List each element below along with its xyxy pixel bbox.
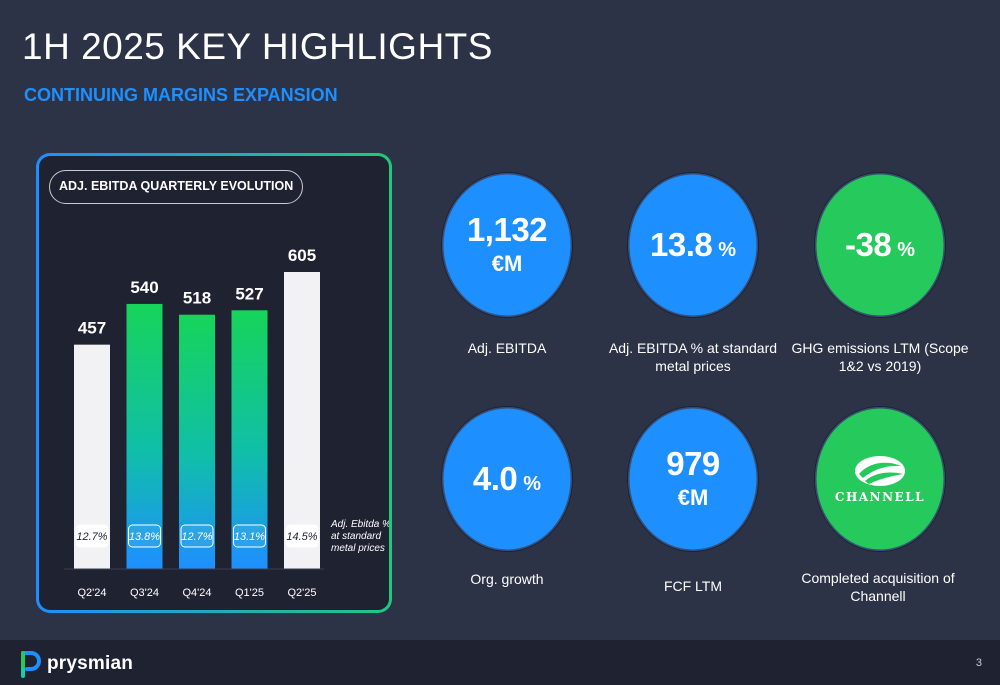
margin-label-2: 12.7%: [181, 531, 212, 543]
kpi-ebitda-margin-circle: 13.8%: [627, 172, 759, 318]
category-label-1: Q3'24: [130, 587, 159, 599]
slide-title: 1H 2025 KEY HIGHLIGHTS: [22, 26, 493, 67]
footer-bar: prysmian 3: [0, 640, 1000, 685]
ebitda-bar-chart: 457 12.7% Q2'24 540 13.8% Q3'24 518 12.7% Q4'24 5…: [64, 246, 324, 599]
kpi-adj-ebitda-value: 1,132: [466, 211, 548, 248]
slide-subtitle: CONTINUING MARGINS EXPANSION: [24, 85, 338, 105]
channell-mark-icon: [854, 456, 905, 486]
margin-pill-3: [233, 524, 266, 548]
kpi-ghg-circle: -38%: [814, 172, 946, 318]
margin-pill-4: [285, 524, 319, 548]
margin-label-4: 14.5%: [286, 531, 317, 543]
kpi-adj-ebitda-label: Adj. EBITDA: [467, 340, 547, 356]
prysmian-logo: prysmian: [18, 650, 133, 678]
margin-label-3: 13.1%: [234, 531, 265, 543]
kpi-ebitda-margin-unit: %: [718, 239, 737, 261]
kpi-fcf-circle: 979 €M: [627, 406, 759, 552]
prysmian-mark-icon: [21, 651, 41, 678]
category-label-4: Q2'25: [287, 587, 316, 599]
margin-pill-0: [75, 524, 109, 548]
bar-value-label-1: 540: [130, 278, 158, 297]
chart-title-pill: ADJ. EBITDA QUARTERLY EVOLUTION: [49, 170, 304, 204]
chart-inner: 457 12.7% Q2'24 540 13.8% Q3'24 518 12.7% Q4'24 5…: [39, 156, 389, 610]
kpi-fcf-value: 979: [666, 445, 720, 482]
category-label-3: Q1'25: [235, 587, 264, 599]
bar-3: [231, 310, 268, 569]
kpi-org-growth-label: Org. growth: [470, 571, 544, 587]
margin-label-1: 13.8%: [129, 531, 160, 543]
margin-label-0: 12.7%: [76, 531, 107, 543]
bar-value-label-4: 605: [288, 246, 316, 265]
kpi-channell-circle: CHANNELL: [814, 406, 946, 552]
margin-pill-1: [128, 524, 161, 548]
channell-logo: CHANNELL: [835, 454, 925, 504]
kpi-fcf-unit: €M: [677, 485, 709, 510]
kpi-adj-ebitda-unit: €M: [491, 251, 523, 276]
bar-2: [179, 314, 215, 569]
brand-name: prysmian: [47, 653, 134, 674]
kpi-fcf-label: FCF LTM: [663, 578, 723, 594]
category-label-2: Q4'24: [182, 587, 211, 599]
kpi-ebitda-margin-label: Adj. EBITDA % at standard metal prices: [608, 340, 778, 374]
margin-pill-2: [180, 524, 214, 548]
kpi-org-growth-value: 4.0: [472, 460, 518, 497]
kpi-ghg-label: GHG emissions LTM (Scope 1&2 vs 2019): [791, 340, 969, 374]
chart-note: Adj. Ebitda % at standard metal prices: [331, 519, 389, 554]
ebitda-chart-panel: 457 12.7% Q2'24 540 13.8% Q3'24 518 12.7% Q4'24 5…: [36, 153, 392, 613]
kpi-ebitda-margin-value: 13.8: [649, 226, 713, 263]
category-label-0: Q2'24: [77, 587, 106, 599]
channell-logo-text: CHANNELL: [834, 490, 926, 504]
kpi-org-growth-circle: 4.0%: [441, 406, 573, 552]
kpi-org-growth-unit: %: [523, 473, 542, 495]
bar-value-label-3: 527: [235, 284, 263, 303]
kpi-adj-ebitda-circle: 1,132 €M: [441, 172, 573, 318]
bar-value-label-2: 518: [183, 289, 211, 308]
kpi-channell-label: Completed acquisition of Channell: [801, 570, 955, 604]
kpi-ghg-value: -38: [845, 226, 892, 263]
bar-4: [284, 272, 320, 569]
bar-value-label-0: 457: [78, 319, 106, 338]
kpi-ghg-unit: %: [897, 239, 915, 261]
page-number: 3: [975, 657, 982, 669]
